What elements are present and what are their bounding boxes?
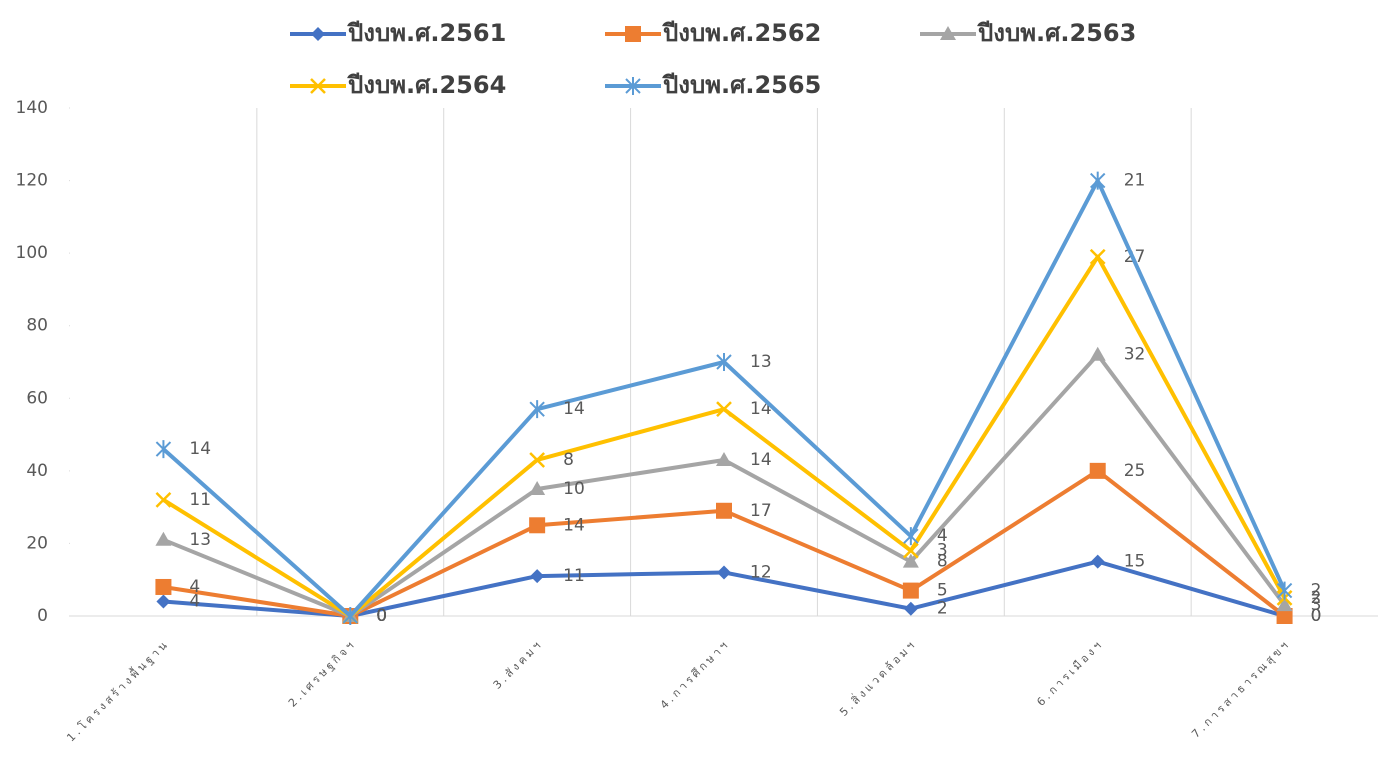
- marker: [310, 78, 326, 94]
- data-label: 11: [563, 566, 585, 586]
- y-tick-label: 120: [16, 171, 48, 191]
- marker: [940, 26, 956, 40]
- marker: [155, 578, 172, 595]
- data-label: 4: [937, 526, 948, 546]
- legend-label: ปีงบพ.ศ.2565: [662, 71, 821, 99]
- marker: [156, 594, 171, 609]
- marker: [529, 400, 545, 419]
- data-label: 13: [750, 352, 772, 372]
- data-label: 11: [189, 490, 211, 510]
- data-label: 12: [750, 562, 772, 582]
- series: [155, 171, 1293, 625]
- y-tick-label: 100: [16, 243, 48, 263]
- x-tick-label: 3.สังคมฯ: [491, 637, 546, 692]
- data-label: 32: [1124, 345, 1146, 365]
- x-tick-label: 2.เศรษฐกิจฯ: [286, 637, 359, 710]
- data-label: 14: [563, 515, 585, 535]
- marker: [716, 401, 732, 418]
- y-tick-label: 140: [16, 98, 48, 118]
- marker: [155, 492, 172, 508]
- marker: [717, 565, 731, 580]
- data-label: 17: [750, 501, 772, 521]
- data-label: 14: [750, 450, 772, 470]
- marker: [902, 582, 919, 599]
- data-label: 10: [563, 479, 585, 499]
- marker: [342, 607, 358, 625]
- data-label: 8: [563, 450, 574, 470]
- x-tick-label: 4.การศึกษาฯ: [658, 637, 733, 712]
- marker: [1089, 248, 1106, 265]
- x-tick-label: 1.โครงสร้างพื้นฐาน: [63, 636, 172, 745]
- marker: [155, 440, 172, 459]
- marker: [903, 601, 918, 616]
- data-label: 15: [1124, 552, 1146, 572]
- marker: [716, 502, 732, 519]
- data-label: 3: [937, 541, 948, 561]
- legend-item: ปีงบพ.ศ.2565: [605, 71, 821, 99]
- data-label: 0: [1311, 606, 1322, 626]
- data-label: 8: [937, 552, 948, 572]
- marker: [1276, 597, 1293, 612]
- y-tick-label: 40: [26, 461, 48, 481]
- marker: [716, 451, 732, 466]
- legend-label: ปีงบพ.ศ.2562: [662, 19, 821, 47]
- marker: [902, 553, 919, 568]
- legend-label: ปีงบพ.ศ.2564: [347, 71, 506, 99]
- data-label: 0: [376, 606, 387, 626]
- line: [162, 254, 1287, 618]
- data-label: 14: [563, 399, 585, 419]
- y-tick-label: 60: [26, 388, 48, 408]
- data-label: 2: [937, 599, 948, 619]
- marker: [155, 531, 172, 546]
- legend-item: ปีงบพ.ศ.2562: [605, 19, 821, 47]
- line: [162, 178, 1287, 618]
- data-label: 0: [1311, 606, 1322, 626]
- y-tick-label: 20: [26, 533, 48, 553]
- series: [155, 346, 1293, 622]
- x-tick-label: 5.สิ่งแวดล้อมฯ: [836, 636, 919, 719]
- marker: [1090, 171, 1106, 190]
- data-label: 0: [376, 606, 387, 626]
- marker: [529, 517, 546, 534]
- data-label: 2: [1311, 581, 1322, 601]
- data-label: 4: [189, 577, 200, 597]
- legend-label: ปีงบพ.ศ.2561: [347, 19, 506, 47]
- x-tick-label: 7.การสาธารณสุขฯ: [1189, 637, 1293, 741]
- marker: [1090, 554, 1105, 569]
- data-label: 2: [1311, 588, 1322, 608]
- data-label: 0: [376, 606, 387, 626]
- legend-label: ปีงบพ.ศ.2563: [977, 19, 1136, 47]
- line: [163, 468, 1286, 618]
- data-label: 4: [189, 591, 200, 611]
- legend-item: ปีงบพ.ศ.2563: [920, 19, 1136, 47]
- marker: [1276, 608, 1293, 624]
- y-tick-label: 80: [26, 316, 48, 336]
- data-label: 21: [1124, 171, 1146, 191]
- data-label: 14: [189, 439, 211, 459]
- marker: [902, 542, 919, 559]
- x-tick-label: 6.การเมืองฯ: [1034, 637, 1106, 709]
- marker: [530, 569, 545, 584]
- marker: [903, 527, 919, 546]
- marker: [529, 452, 546, 468]
- data-label: 13: [189, 530, 211, 550]
- data-label: 5: [937, 581, 948, 601]
- data-label: 14: [750, 399, 772, 419]
- marker: [625, 26, 641, 42]
- marker: [716, 353, 732, 371]
- marker: [1276, 581, 1293, 600]
- marker: [1089, 462, 1106, 479]
- marker: [625, 77, 641, 95]
- y-tick-label: 0: [37, 606, 48, 626]
- data-label: 3: [1311, 595, 1322, 615]
- legend-item: ปีงบพ.ศ.2561: [290, 19, 506, 47]
- data-label: 0: [376, 606, 387, 626]
- data-label: 0: [376, 606, 387, 626]
- marker: [529, 481, 546, 495]
- marker: [1089, 346, 1106, 361]
- data-label: 25: [1124, 461, 1146, 481]
- legend-item: ปีงบพ.ศ.2564: [290, 71, 506, 99]
- marker: [311, 27, 325, 41]
